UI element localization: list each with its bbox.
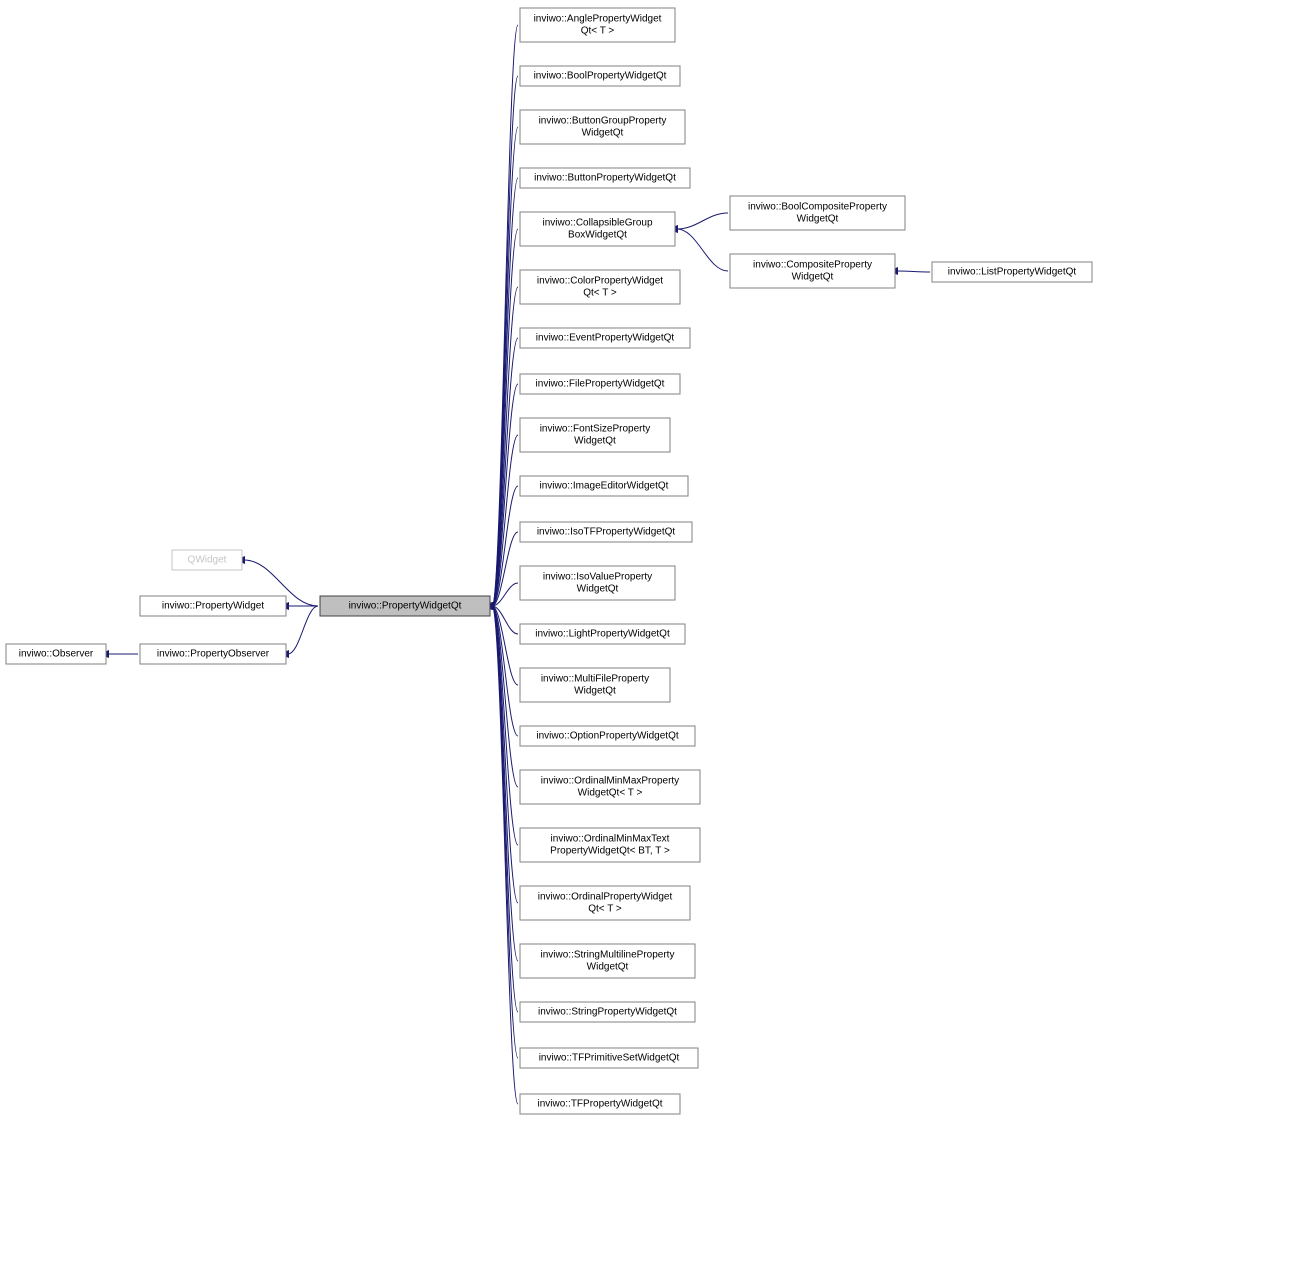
node-label: inviwo::ImageEditorWidgetQt bbox=[540, 481, 669, 492]
edge bbox=[288, 606, 318, 654]
node-tfprimset[interactable]: inviwo::TFPrimitiveSetWidgetQt bbox=[520, 1048, 698, 1068]
node-composite[interactable]: inviwo::CompositePropertyWidgetQt bbox=[730, 254, 895, 288]
node-label: BoxWidgetQt bbox=[568, 230, 627, 241]
edge bbox=[677, 213, 728, 229]
node-label: WidgetQt bbox=[587, 962, 629, 973]
node-label: QWidget bbox=[188, 555, 227, 566]
node-label: inviwo::TFPropertyWidgetQt bbox=[537, 1099, 662, 1110]
node-qwidget[interactable]: QWidget bbox=[172, 550, 242, 570]
node-ordinalminmaxtext[interactable]: inviwo::OrdinalMinMaxTextPropertyWidgetQ… bbox=[520, 828, 700, 862]
node-label: inviwo::EventPropertyWidgetQt bbox=[536, 333, 675, 344]
node-label: inviwo::Observer bbox=[19, 649, 94, 660]
node-angle[interactable]: inviwo::AnglePropertyWidgetQt< T > bbox=[520, 8, 675, 42]
node-label: inviwo::OrdinalMinMaxProperty bbox=[541, 776, 679, 787]
node-label: inviwo::BoolCompositeProperty bbox=[748, 202, 887, 213]
nodes-layer: inviwo::PropertyWidgetQt QWidgetinviwo::P… bbox=[6, 8, 1092, 1114]
node-option[interactable]: inviwo::OptionPropertyWidgetQt bbox=[520, 726, 695, 746]
node-label: inviwo::AnglePropertyWidget bbox=[534, 14, 662, 25]
node-label: inviwo::ButtonGroupProperty bbox=[539, 116, 667, 127]
node-label: inviwo::IsoValueProperty bbox=[543, 572, 652, 583]
node-tfprop[interactable]: inviwo::TFPropertyWidgetQt bbox=[520, 1094, 680, 1114]
node-propertywidget[interactable]: inviwo::PropertyWidget bbox=[140, 596, 286, 616]
node-label: inviwo::StringPropertyWidgetQt bbox=[538, 1007, 677, 1018]
edge bbox=[492, 606, 518, 961]
node-file[interactable]: inviwo::FilePropertyWidgetQt bbox=[520, 374, 680, 394]
node-label: inviwo::MultiFileProperty bbox=[541, 674, 649, 685]
node-label: WidgetQt bbox=[792, 272, 834, 283]
edge bbox=[897, 271, 930, 272]
node-fontsize[interactable]: inviwo::FontSizePropertyWidgetQt bbox=[520, 418, 670, 452]
edge bbox=[677, 229, 728, 271]
node-label: inviwo::ButtonPropertyWidgetQt bbox=[534, 173, 676, 184]
node-label: WidgetQt< T > bbox=[578, 788, 643, 799]
node-imageeditor[interactable]: inviwo::ImageEditorWidgetQt bbox=[520, 476, 688, 496]
node-label: inviwo::CollapsibleGroup bbox=[542, 218, 652, 229]
node-label: inviwo::FilePropertyWidgetQt bbox=[536, 379, 665, 390]
node-isovalue[interactable]: inviwo::IsoValuePropertyWidgetQt bbox=[520, 566, 675, 600]
node-label: inviwo::BoolPropertyWidgetQt bbox=[534, 71, 667, 82]
node-label: inviwo::OrdinalPropertyWidget bbox=[538, 892, 673, 903]
node-observer[interactable]: inviwo::Observer bbox=[6, 644, 106, 664]
node-label: inviwo::OrdinalMinMaxText bbox=[551, 834, 670, 845]
node-label: inviwo::CompositeProperty bbox=[753, 260, 872, 271]
node-button[interactable]: inviwo::ButtonPropertyWidgetQt bbox=[520, 168, 690, 188]
node-label: inviwo::ColorPropertyWidget bbox=[537, 276, 663, 287]
node-label: PropertyWidgetQt< BT, T > bbox=[550, 846, 670, 857]
node-stringmultiline[interactable]: inviwo::StringMultilinePropertyWidgetQt bbox=[520, 944, 695, 978]
node-boolcomposite[interactable]: inviwo::BoolCompositePropertyWidgetQt bbox=[730, 196, 905, 230]
node-event[interactable]: inviwo::EventPropertyWidgetQt bbox=[520, 328, 690, 348]
node-label: inviwo::LightPropertyWidgetQt bbox=[535, 629, 670, 640]
node-label: WidgetQt bbox=[574, 436, 616, 447]
node-label: inviwo::FontSizeProperty bbox=[540, 424, 651, 435]
node-propertyobserver[interactable]: inviwo::PropertyObserver bbox=[140, 644, 286, 664]
node-label: Qt< T > bbox=[581, 26, 615, 37]
node-list[interactable]: inviwo::ListPropertyWidgetQt bbox=[932, 262, 1092, 282]
node-label: inviwo::ListPropertyWidgetQt bbox=[948, 267, 1077, 278]
edge bbox=[492, 178, 518, 606]
node-label: inviwo::StringMultilineProperty bbox=[541, 950, 675, 961]
node-label: inviwo::PropertyObserver bbox=[157, 649, 270, 660]
node-light[interactable]: inviwo::LightPropertyWidgetQt bbox=[520, 624, 685, 644]
node-label: inviwo::PropertyWidget bbox=[162, 601, 264, 612]
node-propertywidgetqt[interactable]: inviwo::PropertyWidgetQt bbox=[320, 596, 490, 616]
node-label: inviwo::OptionPropertyWidgetQt bbox=[536, 731, 679, 742]
node-isotf[interactable]: inviwo::IsoTFPropertyWidgetQt bbox=[520, 522, 692, 542]
node-bool[interactable]: inviwo::BoolPropertyWidgetQt bbox=[520, 66, 680, 86]
node-ordinalminmax[interactable]: inviwo::OrdinalMinMaxPropertyWidgetQt< T… bbox=[520, 770, 700, 804]
node-label: Qt< T > bbox=[588, 904, 622, 915]
node-multifile[interactable]: inviwo::MultiFilePropertyWidgetQt bbox=[520, 668, 670, 702]
node-color[interactable]: inviwo::ColorPropertyWidgetQt< T > bbox=[520, 270, 680, 304]
node-label: inviwo::TFPrimitiveSetWidgetQt bbox=[539, 1053, 680, 1064]
node-label: WidgetQt bbox=[577, 584, 619, 595]
node-ordinal[interactable]: inviwo::OrdinalPropertyWidgetQt< T > bbox=[520, 886, 690, 920]
node-label: inviwo::IsoTFPropertyWidgetQt bbox=[537, 527, 676, 538]
node-label: inviwo::PropertyWidgetQt bbox=[349, 601, 462, 612]
node-label: WidgetQt bbox=[582, 128, 624, 139]
node-string[interactable]: inviwo::StringPropertyWidgetQt bbox=[520, 1002, 695, 1022]
node-label: Qt< T > bbox=[583, 288, 617, 299]
node-buttongroup[interactable]: inviwo::ButtonGroupPropertyWidgetQt bbox=[520, 110, 685, 144]
node-label: WidgetQt bbox=[574, 686, 616, 697]
node-label: WidgetQt bbox=[797, 214, 839, 225]
node-collapsible[interactable]: inviwo::CollapsibleGroupBoxWidgetQt bbox=[520, 212, 675, 246]
